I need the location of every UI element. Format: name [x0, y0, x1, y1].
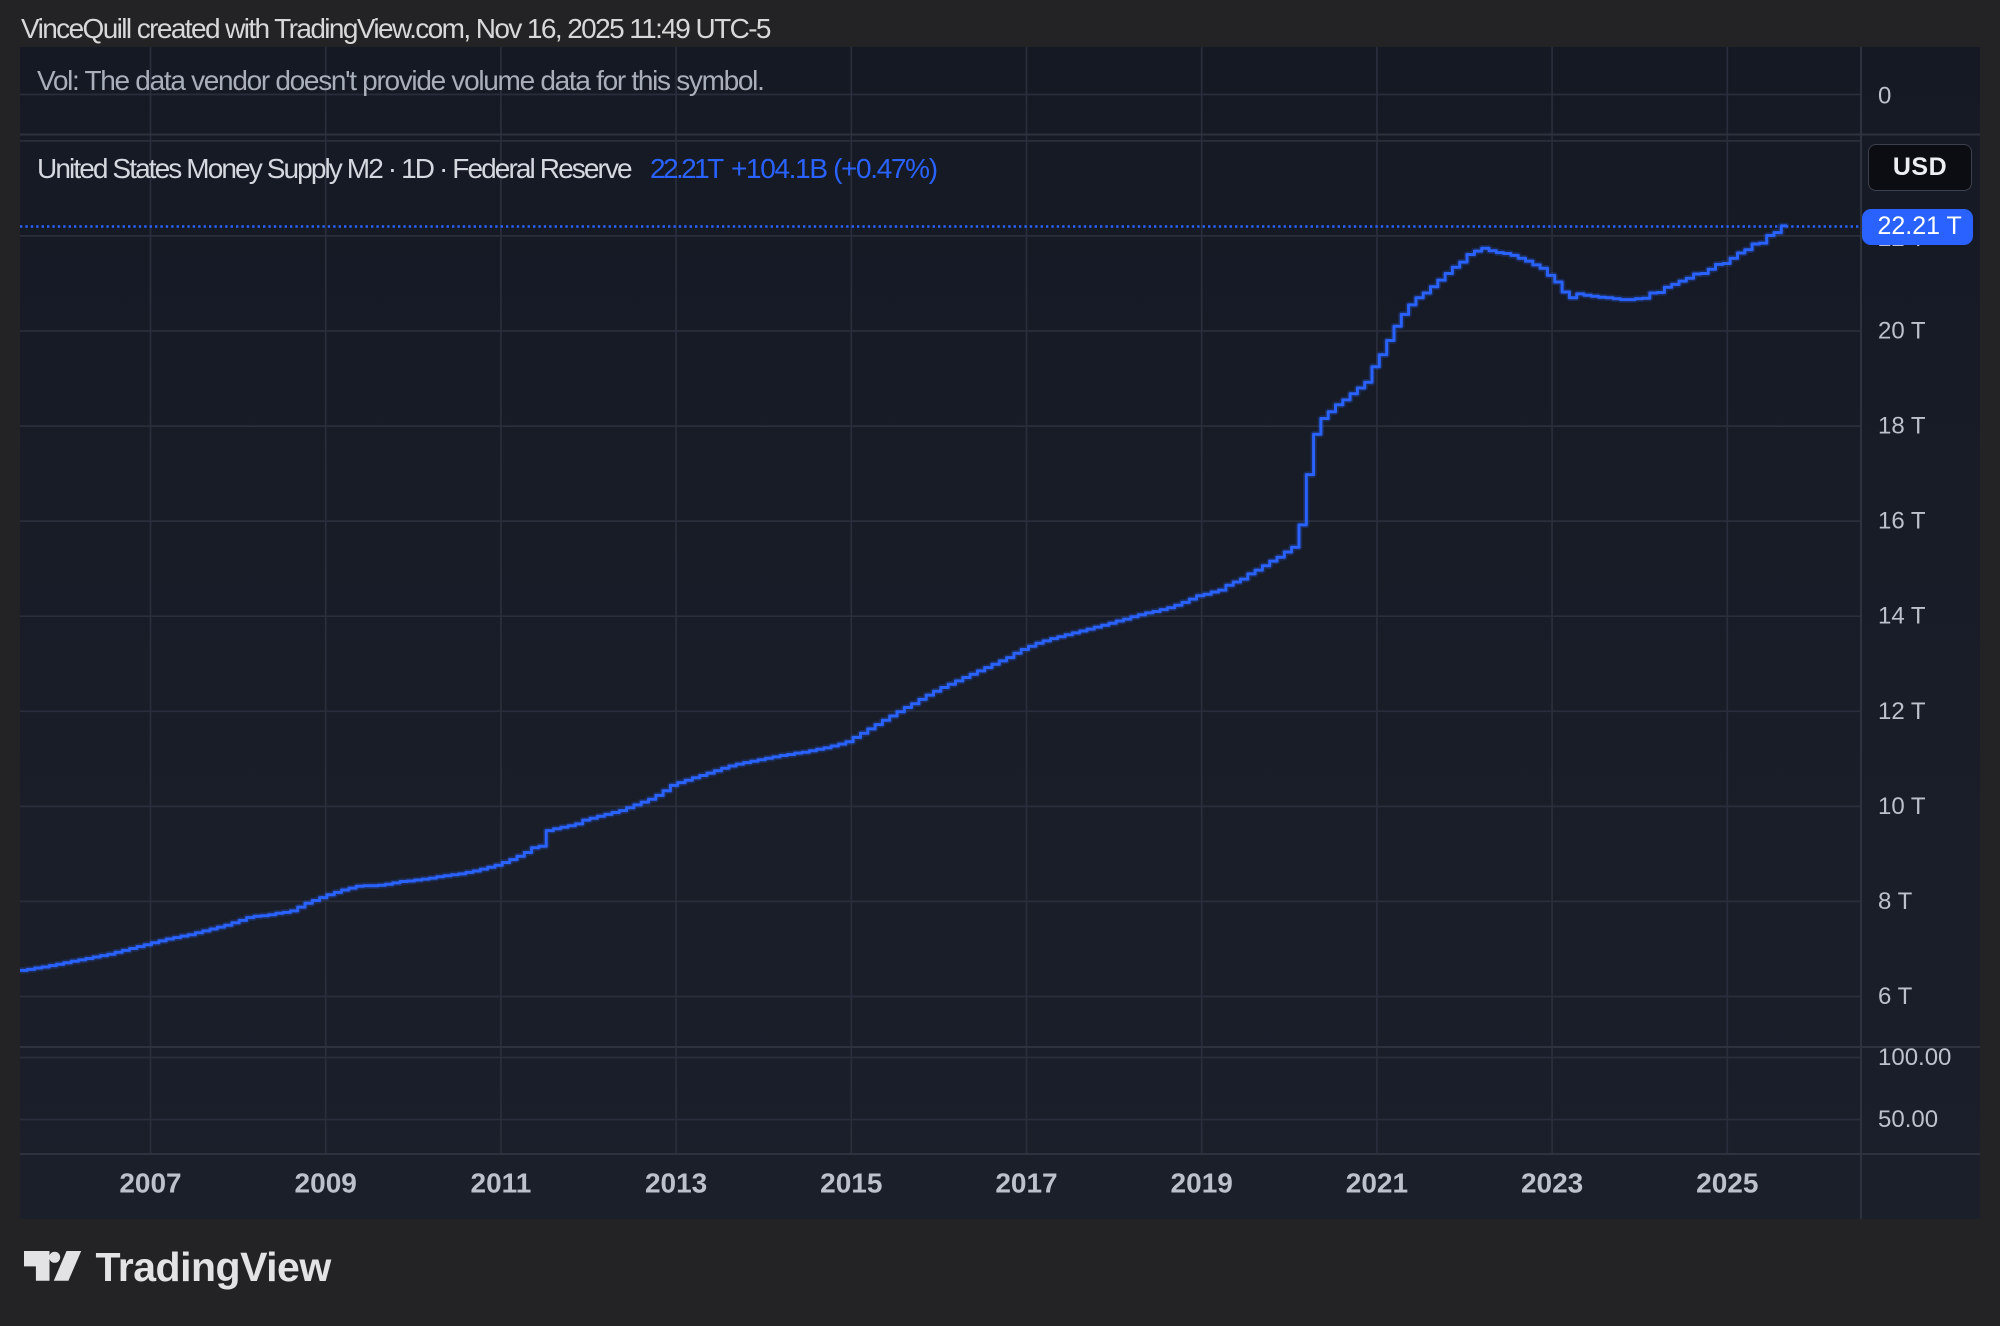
svg-text:8 T: 8 T [1878, 888, 1913, 915]
svg-text:10 T: 10 T [1878, 793, 1926, 820]
svg-text:TradingView: TradingView [95, 1251, 331, 1290]
svg-text:6 T: 6 T [1878, 983, 1913, 1010]
svg-text:2011: 2011 [471, 1168, 532, 1199]
svg-text:16 T: 16 T [1878, 508, 1926, 535]
svg-text:20 T: 20 T [1878, 318, 1926, 345]
svg-text:2019: 2019 [1171, 1168, 1233, 1199]
svg-text:2013: 2013 [645, 1168, 707, 1199]
svg-text:2021: 2021 [1346, 1168, 1408, 1199]
svg-text:14 T: 14 T [1878, 603, 1926, 630]
svg-text:2017: 2017 [995, 1168, 1057, 1199]
svg-text:2015: 2015 [820, 1168, 882, 1199]
svg-text:50.00: 50.00 [1878, 1106, 1938, 1133]
svg-text:18 T: 18 T [1878, 413, 1926, 440]
svg-text:2025: 2025 [1696, 1168, 1758, 1199]
svg-text:100.00: 100.00 [1878, 1044, 1951, 1071]
svg-text:12 T: 12 T [1878, 698, 1926, 725]
svg-text:0: 0 [1878, 83, 1891, 110]
svg-text:2007: 2007 [119, 1168, 181, 1199]
svg-text:2009: 2009 [295, 1168, 357, 1199]
svg-text:2023: 2023 [1521, 1168, 1583, 1199]
